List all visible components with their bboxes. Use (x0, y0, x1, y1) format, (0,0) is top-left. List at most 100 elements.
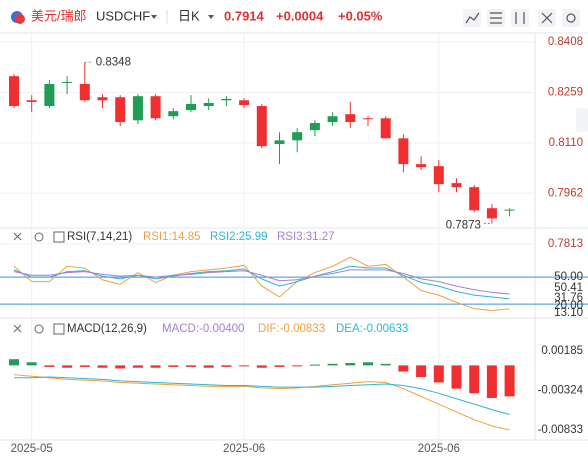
macd-tick-label: -0.00833 (538, 424, 583, 436)
macd-bar (398, 365, 409, 372)
macd-bar (97, 365, 108, 368)
settings-button[interactable] (562, 9, 580, 27)
settings-icon[interactable] (34, 324, 44, 334)
candle-body (292, 132, 303, 141)
candle-body (416, 164, 427, 168)
rsi-axis-label: 20.00 (554, 300, 583, 312)
dropdown[interactable] (208, 15, 214, 19)
candle-body (150, 96, 161, 119)
symbol[interactable]: USDCHF (96, 8, 150, 23)
close-icon[interactable] (13, 232, 22, 241)
legend-entry: DIF:-0.00833 (258, 323, 325, 335)
macd-bar (239, 365, 250, 367)
close-icon[interactable] (13, 324, 22, 333)
high-label: 0.8348 (96, 56, 131, 68)
macd-bar (203, 365, 214, 368)
macd-bar (416, 365, 427, 378)
candle-body (221, 98, 232, 101)
candle-body (203, 102, 214, 107)
macd-bar (504, 365, 515, 397)
candle-body (451, 183, 462, 188)
checkbox[interactable] (53, 323, 65, 335)
macd-bar (380, 363, 391, 366)
rsi-line (13, 265, 510, 300)
change: +0.0004 (276, 8, 324, 23)
x-tick-label: 2025-06 (418, 443, 460, 455)
candle-body (9, 76, 19, 107)
rsi-line (13, 256, 510, 311)
macd-line (13, 374, 510, 431)
legend-entry: RSI1:14.85 (143, 231, 201, 243)
settings-icon (566, 13, 576, 23)
candle-icon (515, 12, 525, 24)
candle-body (62, 81, 73, 83)
candle-body (256, 106, 267, 147)
candle-body (398, 138, 409, 165)
candle-body (345, 114, 356, 123)
candle-body (433, 166, 444, 185)
period[interactable]: 日K (178, 8, 200, 23)
price: 0.7914 (224, 8, 265, 23)
macd-bar (363, 362, 373, 366)
macd-bar (79, 365, 90, 367)
candle-body (239, 100, 250, 106)
rsi-axis-label: 50.41 (554, 282, 583, 294)
candle-body (26, 100, 37, 102)
candle-body (186, 104, 196, 111)
legend-entry: RSI3:31.27 (277, 231, 335, 243)
macd-bar (115, 365, 126, 369)
macd-bar (433, 365, 444, 383)
settings-icon[interactable] (34, 232, 44, 242)
candle-body (132, 96, 143, 121)
macd-bar (44, 365, 55, 367)
macd-bar (132, 365, 143, 368)
expand-icon (541, 12, 553, 24)
candle-body (79, 83, 90, 101)
macd-bar (9, 359, 19, 366)
rsi-axis-label: 50.00 (554, 271, 583, 283)
legend-entry: DEA:-0.00633 (336, 323, 408, 335)
low-label: 0.7873 (446, 220, 481, 232)
y-tick-label: 0.8110 (549, 137, 583, 149)
macd-bar (309, 364, 320, 366)
macd-title: MACD(12,26,9) (67, 323, 147, 335)
flag-icon (15, 14, 25, 24)
checkbox[interactable] (53, 231, 65, 243)
legend-entry: RSI2:25.99 (210, 231, 268, 243)
rsi-title: RSI(7,14,21) (67, 231, 132, 243)
candle-body (363, 118, 373, 120)
candle-body (327, 116, 338, 123)
legend-entry: MACD:-0.00400 (162, 323, 244, 335)
macd-bar (274, 365, 285, 367)
candle-body (309, 123, 320, 131)
rsi-axis-label: 31.76 (554, 292, 583, 304)
macd-bar (62, 365, 73, 368)
macd-bar (327, 363, 338, 366)
y-tick-label: 0.7813 (548, 238, 583, 250)
macd-tick-label: -0.00324 (538, 385, 584, 397)
macd-bar (150, 365, 161, 368)
candle-button[interactable] (511, 9, 529, 27)
macd-tick-label: 0.00185 (541, 345, 583, 357)
side-handle[interactable] (576, 108, 588, 132)
candle-body (168, 111, 179, 117)
candle-body (97, 97, 108, 101)
candle-body (504, 209, 515, 211)
macd-bar (469, 365, 480, 394)
rsi-line (13, 269, 510, 295)
macd-bar (168, 365, 179, 367)
x-tick-label: 2025-05 (11, 443, 53, 455)
macd-bar (26, 362, 37, 366)
macd-bar (345, 363, 356, 366)
macd-line (14, 376, 510, 415)
rsi-axis-label: 13.10 (554, 307, 583, 319)
macd-bar (486, 365, 497, 398)
dropdown[interactable] (151, 15, 157, 19)
y-tick-label: 0.7962 (548, 187, 583, 199)
macd-bar (186, 365, 196, 367)
macd-bar (256, 365, 267, 368)
change-pct: +0.05% (338, 8, 383, 23)
candle-body (469, 187, 480, 211)
